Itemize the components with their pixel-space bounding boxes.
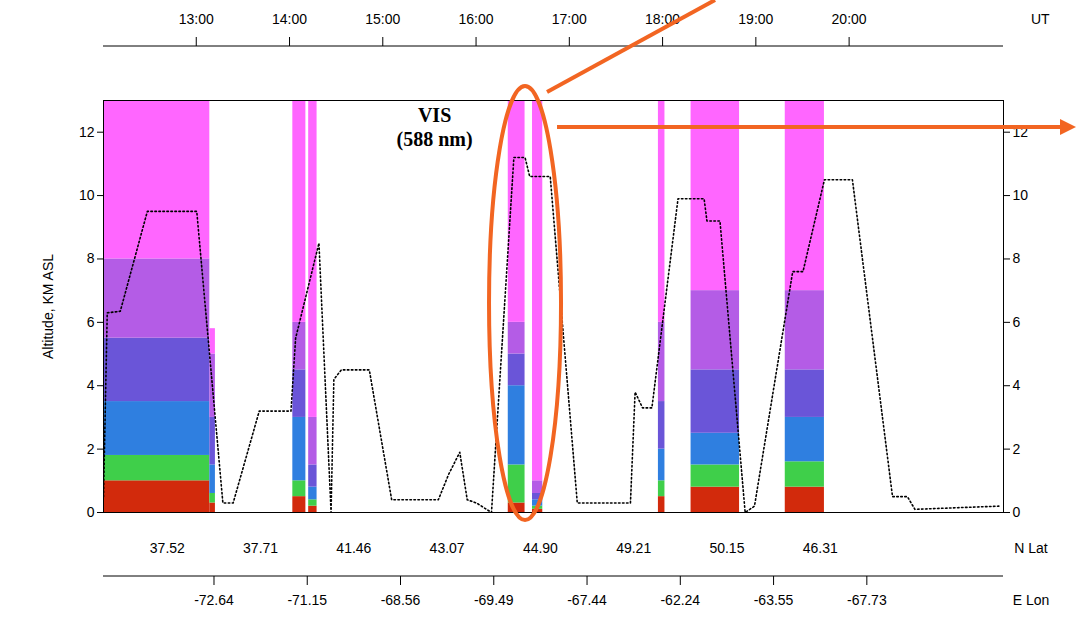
svg-text:37.52: 37.52 bbox=[150, 540, 185, 556]
svg-text:44.90: 44.90 bbox=[523, 540, 558, 556]
svg-text:-67.44: -67.44 bbox=[567, 592, 607, 608]
svg-text:E Lon: E Lon bbox=[1013, 592, 1050, 608]
svg-text:46.31: 46.31 bbox=[803, 540, 838, 556]
svg-text:-69.49: -69.49 bbox=[474, 592, 514, 608]
svg-text:2: 2 bbox=[87, 441, 95, 457]
svg-text:41.46: 41.46 bbox=[336, 540, 371, 556]
svg-text:-68.56: -68.56 bbox=[381, 592, 421, 608]
svg-text:14:00: 14:00 bbox=[272, 11, 307, 27]
svg-text:UT: UT bbox=[1031, 11, 1050, 27]
svg-text:-62.24: -62.24 bbox=[660, 592, 700, 608]
svg-text:N Lat: N Lat bbox=[1014, 540, 1048, 556]
svg-text:13:00: 13:00 bbox=[179, 11, 214, 27]
svg-text:10: 10 bbox=[1013, 187, 1029, 203]
svg-text:12: 12 bbox=[1012, 123, 1029, 140]
svg-text:8: 8 bbox=[87, 250, 95, 266]
svg-text:10: 10 bbox=[79, 187, 95, 203]
svg-text:19:00: 19:00 bbox=[738, 11, 773, 27]
svg-text:37.71: 37.71 bbox=[243, 540, 278, 556]
svg-text:50.15: 50.15 bbox=[709, 540, 744, 556]
svg-text:49.21: 49.21 bbox=[616, 540, 651, 556]
svg-text:VIS(588 nm): VIS(588 nm) bbox=[397, 104, 473, 151]
svg-text:-71.15: -71.15 bbox=[287, 592, 327, 608]
svg-text:-63.55: -63.55 bbox=[754, 592, 794, 608]
svg-text:8: 8 bbox=[1013, 250, 1021, 266]
svg-text:-67.73: -67.73 bbox=[847, 592, 887, 608]
svg-text:20:00: 20:00 bbox=[832, 11, 867, 27]
svg-text:17:00: 17:00 bbox=[552, 11, 587, 27]
svg-text:Altitude, KM ASL: Altitude, KM ASL bbox=[40, 254, 56, 359]
svg-text:12: 12 bbox=[79, 124, 95, 140]
svg-text:4: 4 bbox=[1013, 377, 1021, 393]
svg-text:0: 0 bbox=[1013, 504, 1021, 520]
svg-text:0: 0 bbox=[87, 504, 95, 520]
svg-text:-72.64: -72.64 bbox=[194, 592, 234, 608]
svg-text:2: 2 bbox=[1013, 441, 1021, 457]
svg-text:6: 6 bbox=[1013, 314, 1021, 330]
svg-text:4: 4 bbox=[87, 377, 95, 393]
svg-text:15:00: 15:00 bbox=[365, 11, 400, 27]
svg-text:18:00: 18:00 bbox=[645, 11, 680, 27]
svg-text:6: 6 bbox=[87, 314, 95, 330]
svg-text:43.07: 43.07 bbox=[430, 540, 465, 556]
svg-text:16:00: 16:00 bbox=[459, 11, 494, 27]
